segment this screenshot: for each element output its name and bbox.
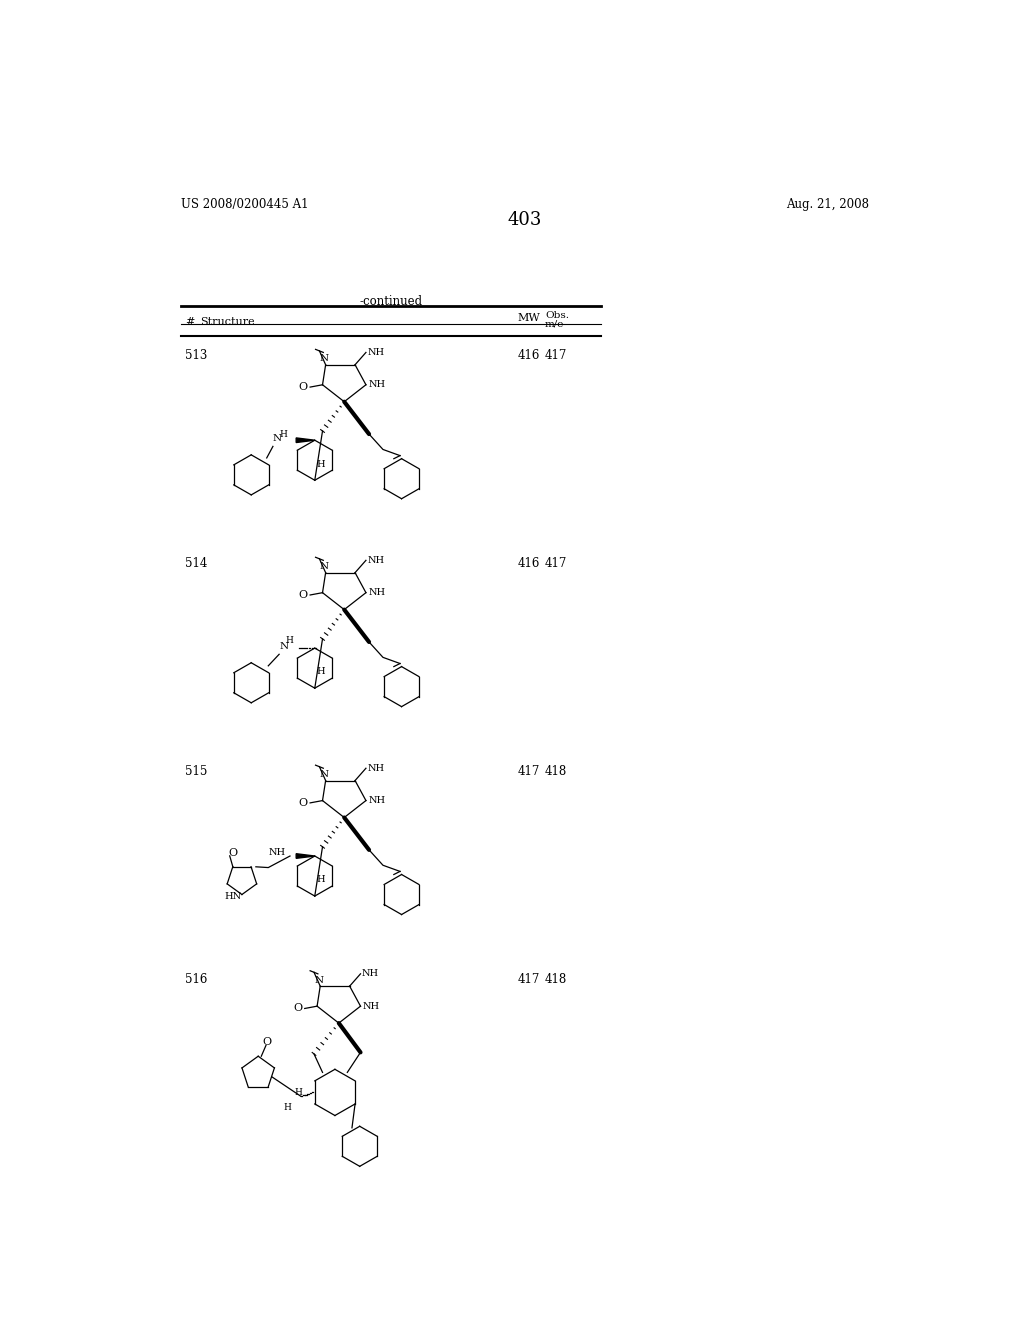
Text: O: O [228,847,238,858]
Text: H: H [316,459,325,469]
Text: 417: 417 [545,350,567,363]
Text: N: N [319,770,329,779]
Text: NH: NH [369,796,385,805]
Text: H: H [295,1088,302,1097]
Text: H: H [286,636,293,645]
Text: NH: NH [362,1002,380,1011]
Text: O: O [299,381,308,392]
Text: NH: NH [369,589,385,597]
Text: H: H [280,429,287,438]
Text: N: N [314,975,324,985]
Text: NH: NH [269,849,286,858]
Text: O: O [299,590,308,601]
Text: NH: NH [368,764,385,772]
Text: O: O [262,1038,271,1047]
Text: H: H [284,1102,292,1111]
Polygon shape [296,438,314,442]
Text: -continued: -continued [360,296,423,309]
Text: NH: NH [362,969,379,978]
Text: m/e: m/e [545,319,564,329]
Polygon shape [296,854,314,858]
Text: HN: HN [225,891,242,900]
Text: NH: NH [368,348,385,356]
Text: N: N [273,434,282,444]
Text: Structure: Structure [200,317,255,327]
Text: Aug. 21, 2008: Aug. 21, 2008 [785,198,869,211]
Text: H: H [316,668,325,676]
Text: US 2008/0200445 A1: US 2008/0200445 A1 [180,198,308,211]
Text: 403: 403 [508,211,542,228]
Text: N: N [280,642,288,651]
Text: O: O [293,1003,302,1014]
Text: 418: 418 [545,766,567,779]
Text: O: O [299,797,308,808]
Text: 515: 515 [185,766,208,779]
Text: 416: 416 [518,350,541,363]
Text: 417: 417 [518,973,541,986]
Text: 418: 418 [545,973,567,986]
Text: N: N [319,354,329,363]
Text: #: # [185,317,195,327]
Text: 514: 514 [185,557,208,570]
Text: 417: 417 [518,766,541,779]
Text: NH: NH [368,556,385,565]
Text: MW: MW [518,313,541,323]
Text: Obs.: Obs. [545,312,569,319]
Text: NH: NH [369,380,385,389]
Text: N: N [319,562,329,572]
Text: 417: 417 [545,557,567,570]
Text: 513: 513 [185,350,208,363]
Text: 516: 516 [185,973,208,986]
Text: 416: 416 [518,557,541,570]
Text: H: H [316,875,325,884]
